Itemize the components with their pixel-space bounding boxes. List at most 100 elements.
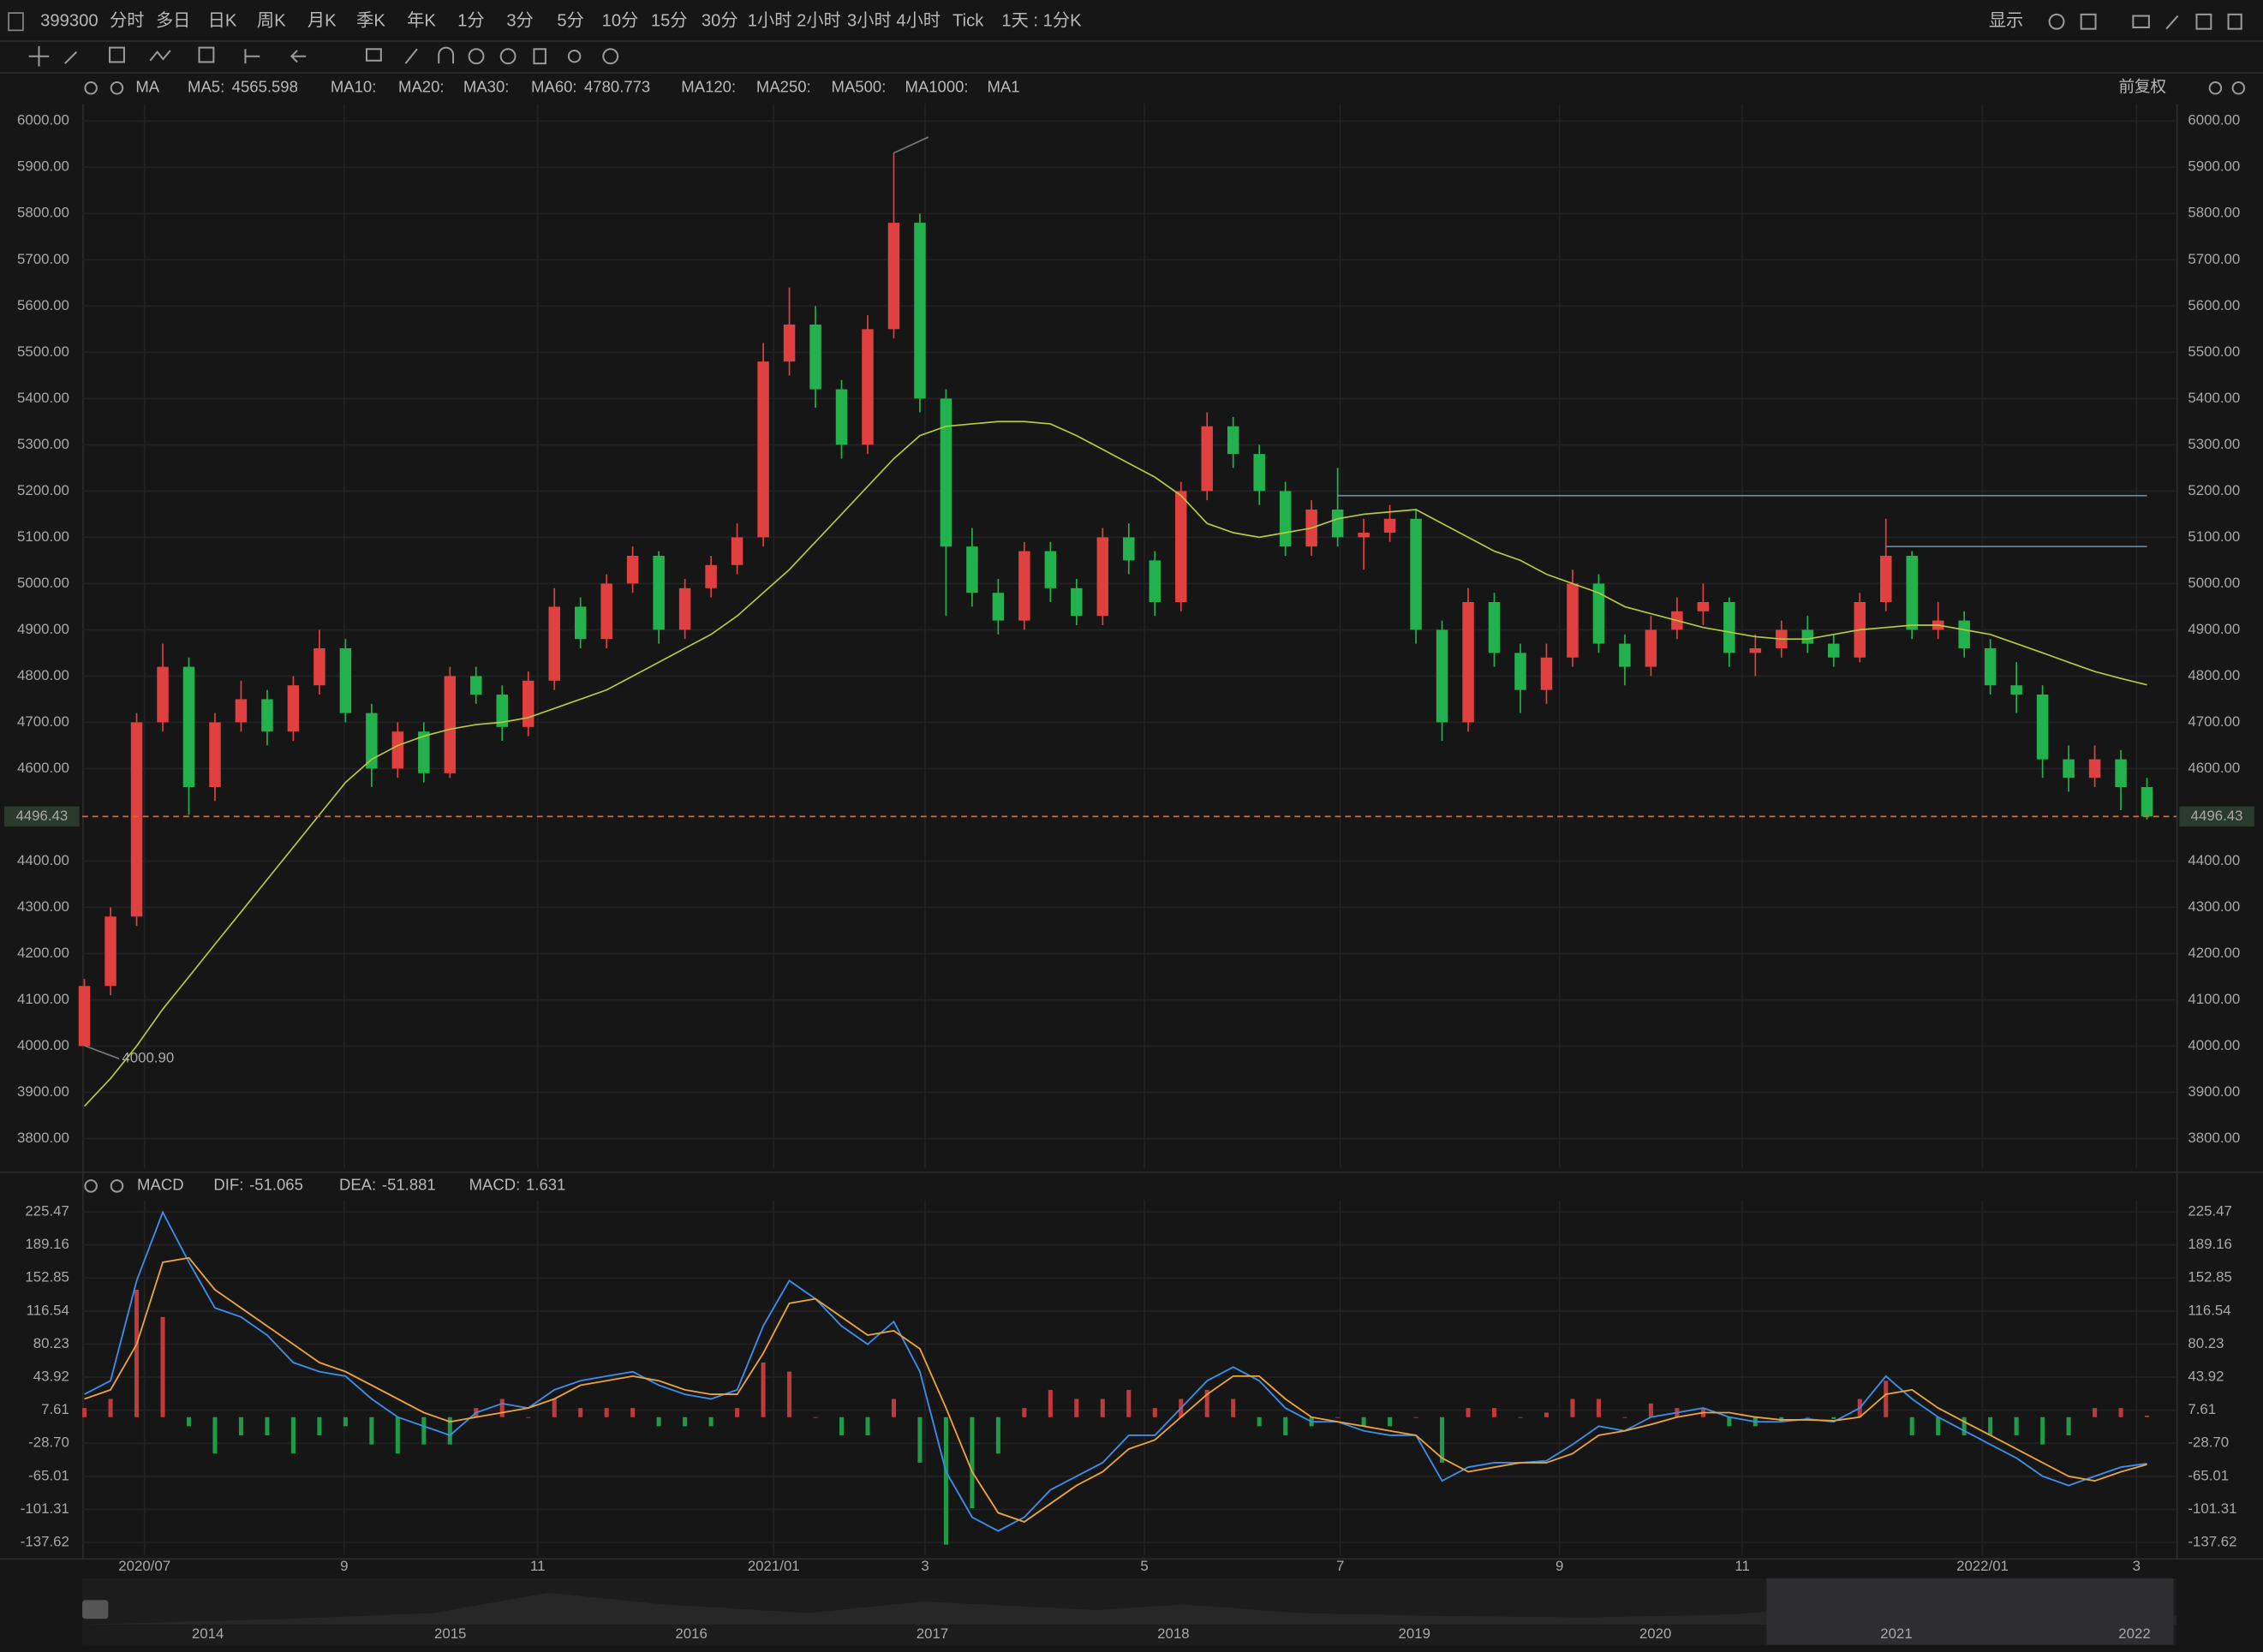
- macd-bar: [2066, 1416, 2071, 1436]
- legend-entry[interactable]: MACD:: [469, 1176, 521, 1194]
- legend-entry[interactable]: MA60:: [531, 78, 577, 96]
- y-tick-label: 152.85: [25, 1269, 69, 1285]
- y-tick-label: 5500.00: [17, 343, 69, 360]
- y-tick-label: 5700.00: [17, 251, 69, 267]
- interval-select[interactable]: 1天 : 1分K: [1001, 11, 1082, 31]
- candle-body: [757, 361, 769, 538]
- fullscreen-button[interactable]: [2195, 13, 2212, 30]
- candle-body: [1096, 537, 1109, 617]
- macd-bar: [1988, 1416, 1993, 1436]
- legend-entry[interactable]: DIF:: [213, 1176, 243, 1194]
- period-tab[interactable]: 3小时: [847, 11, 892, 31]
- candle-body: [444, 676, 457, 773]
- y-tick-label: 5000.00: [2188, 575, 2240, 591]
- fib-tool[interactable]: [198, 46, 215, 63]
- top-right-icons[interactable]: [84, 13, 2246, 1193]
- y-tick-label: 4300.00: [17, 898, 69, 915]
- indicator-name[interactable]: MA: [135, 78, 159, 96]
- legend-entry[interactable]: MA1: [988, 78, 1020, 96]
- brush-tool[interactable]: [404, 48, 418, 64]
- navigator-window[interactable]: [1766, 1578, 2174, 1645]
- wave-tool[interactable]: [149, 50, 171, 62]
- legend-entry[interactable]: MA30:: [463, 78, 510, 96]
- period-tab[interactable]: 2小时: [797, 11, 841, 31]
- view-tool[interactable]: [567, 49, 582, 63]
- period-tab[interactable]: 日K: [208, 12, 237, 31]
- legend-entry[interactable]: MA120:: [681, 78, 736, 96]
- layout-button[interactable]: [2080, 13, 2097, 30]
- magnet-tool[interactable]: [438, 46, 455, 64]
- macd-bar: [108, 1399, 113, 1417]
- period-tab[interactable]: Tick: [952, 12, 984, 31]
- macd-bar: [317, 1416, 322, 1436]
- candle-body: [1123, 537, 1135, 561]
- legend-entry[interactable]: DEA:: [339, 1176, 376, 1194]
- measure-tool[interactable]: [244, 49, 260, 64]
- period-tab[interactable]: 月K: [308, 12, 337, 31]
- period-tab[interactable]: 年K: [407, 11, 436, 31]
- y-tick-label: 6000.00: [2188, 112, 2240, 128]
- drawing-tools[interactable]: [28, 45, 619, 67]
- x-tick-label: 5: [1140, 1558, 1148, 1574]
- sidebar-button[interactable]: [2227, 13, 2242, 30]
- legend-entry[interactable]: MA20:: [398, 78, 445, 96]
- indicator-settings[interactable]: [84, 81, 98, 95]
- adjust-select[interactable]: 前复权: [2119, 78, 2167, 96]
- candle-body: [1619, 643, 1631, 667]
- period-tab[interactable]: 15分: [651, 11, 688, 31]
- symbol[interactable]: 399300: [40, 12, 98, 31]
- period-tab[interactable]: 周K: [257, 12, 286, 31]
- zoom-out-button[interactable]: [2208, 81, 2223, 95]
- display-menu[interactable]: 显示: [1989, 12, 2023, 31]
- legend-entry[interactable]: MA10:: [331, 78, 377, 96]
- period-tab[interactable]: 多日: [156, 11, 190, 31]
- sync-tool[interactable]: [468, 48, 485, 65]
- settings-button[interactable]: [2048, 13, 2065, 30]
- settings-tool[interactable]: [602, 48, 619, 65]
- zoom-in-button[interactable]: [2231, 81, 2246, 95]
- period-tab[interactable]: 3分: [506, 11, 533, 31]
- candle-body: [1906, 555, 1918, 630]
- period-tab[interactable]: 分时: [110, 11, 144, 31]
- legend-entry[interactable]: MA5:: [188, 78, 224, 96]
- period-tab[interactable]: 5分: [557, 11, 583, 31]
- draw-button[interactable]: [2165, 15, 2179, 30]
- delete-tool[interactable]: [533, 48, 546, 65]
- macd-bar: [1961, 1416, 1967, 1436]
- indicator-settings[interactable]: [84, 1179, 98, 1193]
- period-tab[interactable]: 30分: [702, 11, 738, 31]
- hide-tool[interactable]: [499, 48, 516, 65]
- macd-bar: [238, 1416, 243, 1436]
- macd-bar: [1909, 1416, 1914, 1436]
- candle-body: [1645, 629, 1657, 667]
- move-tool[interactable]: [28, 45, 50, 67]
- snapshot-button[interactable]: [2132, 15, 2150, 29]
- y-tick-label: -101.31: [21, 1500, 69, 1517]
- y-tick-label: -137.62: [21, 1534, 69, 1550]
- navigator-label: 2017: [917, 1625, 948, 1642]
- y-tick-label: 4200.00: [2188, 945, 2240, 961]
- period-tab[interactable]: 4小时: [896, 11, 940, 31]
- arrow-tool[interactable]: [290, 50, 307, 63]
- legend-entry[interactable]: MA250:: [756, 78, 811, 96]
- period-tab[interactable]: 10分: [602, 11, 639, 31]
- period-tab[interactable]: 1小时: [748, 11, 792, 31]
- shape-tool[interactable]: [109, 46, 125, 63]
- y-tick-label: 4900.00: [2188, 621, 2240, 637]
- indicator-name[interactable]: MACD: [137, 1176, 184, 1194]
- legend-entry[interactable]: MA1000:: [905, 78, 968, 96]
- candle-body: [1149, 560, 1161, 602]
- chart-layer: 399300 分时 多日 日K 周K 月K 季K 年K 1分 3分 5分 10分 15分 30分 1小时 2小…: [4, 11, 2254, 1642]
- legend-entry[interactable]: MA500:: [832, 78, 887, 96]
- indicator-close[interactable]: [110, 1179, 124, 1193]
- symbol-icon: [8, 12, 24, 32]
- macd-bar: [735, 1408, 740, 1417]
- note-tool[interactable]: [365, 48, 382, 62]
- indicator-close[interactable]: [110, 81, 124, 95]
- period-tab[interactable]: 1分: [457, 11, 484, 31]
- line-tool[interactable]: [64, 51, 78, 64]
- navigator-handle[interactable]: [82, 1600, 109, 1619]
- period-tab[interactable]: 季K: [356, 11, 385, 31]
- ma-line: [83, 420, 2147, 1107]
